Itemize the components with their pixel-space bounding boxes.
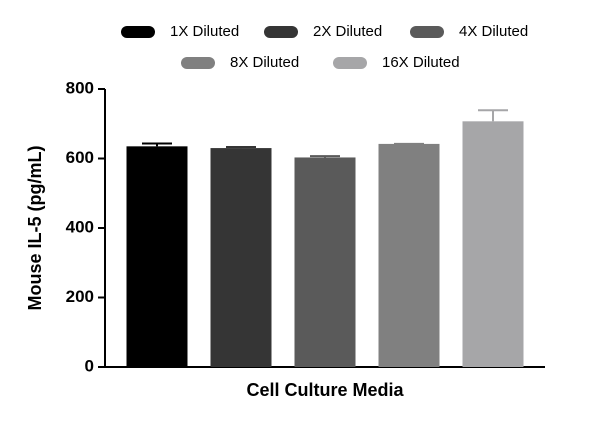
legend-label: 2X Diluted [313, 23, 382, 40]
y-tick-label: 800 [66, 78, 94, 97]
y-tick-label: 0 [85, 356, 94, 375]
error-bar [142, 142, 172, 147]
legend-swatch [181, 57, 215, 69]
legend-swatch [121, 26, 155, 38]
legend-swatch [410, 26, 444, 38]
bar [462, 121, 524, 367]
bar [210, 148, 272, 367]
legend-swatch [333, 57, 367, 69]
y-tick-label: 600 [66, 148, 94, 167]
error-bar [226, 146, 256, 149]
error-bar [478, 109, 508, 122]
bar [294, 157, 356, 367]
legend-label: 16X Diluted [382, 54, 460, 71]
legend-label: 4X Diluted [459, 23, 528, 40]
y-tick-label: 400 [66, 217, 94, 236]
bar [126, 146, 188, 367]
y-axis-title: Mouse IL-5 (pg/mL) [25, 146, 45, 311]
bar [378, 143, 440, 367]
legend-label: 8X Diluted [230, 54, 299, 71]
y-tick-label: 200 [66, 287, 94, 306]
x-tick-label: Cell Culture Media [246, 380, 404, 400]
error-bar [310, 155, 340, 158]
legend-swatch [264, 26, 298, 38]
legend-label: 1X Diluted [170, 23, 239, 40]
